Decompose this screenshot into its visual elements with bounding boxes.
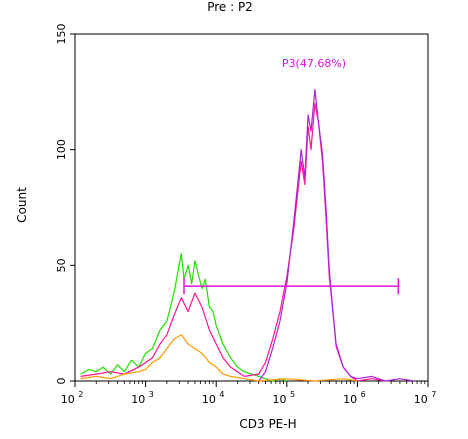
y-tick-label: 50 [55,258,68,272]
x-axis-label: CD3 PE-H [239,417,296,431]
series-line-4 [80,334,358,382]
x-tick-label: 10 7 [414,390,437,406]
gate-layer: P3(47.68%) [183,57,400,295]
chart-title: Pre : P2 [207,0,253,14]
y-ticks: 0 50 100 150 [55,24,75,385]
y-tick-label: 0 [55,378,68,385]
gate-label: P3(47.68%) [282,57,346,70]
y-tick-label: 100 [55,139,68,160]
x-tick-label: 10 2 [61,390,84,406]
x-tick-label: 10 5 [273,390,296,406]
series-line-1 [80,253,287,382]
y-tick-label: 150 [55,24,68,45]
plot-frame [74,33,429,382]
series-layer [80,88,414,382]
y-axis-label: Count [15,187,29,223]
series-line-2 [80,102,386,382]
x-tick-label: 10 6 [343,390,366,406]
x-tick-label: 10 3 [131,390,154,406]
x-ticks: 10 2 10 3 10 4 10 5 10 6 10 7 [61,381,437,406]
series-line-3 [258,88,414,382]
x-tick-label: 10 4 [202,390,225,406]
